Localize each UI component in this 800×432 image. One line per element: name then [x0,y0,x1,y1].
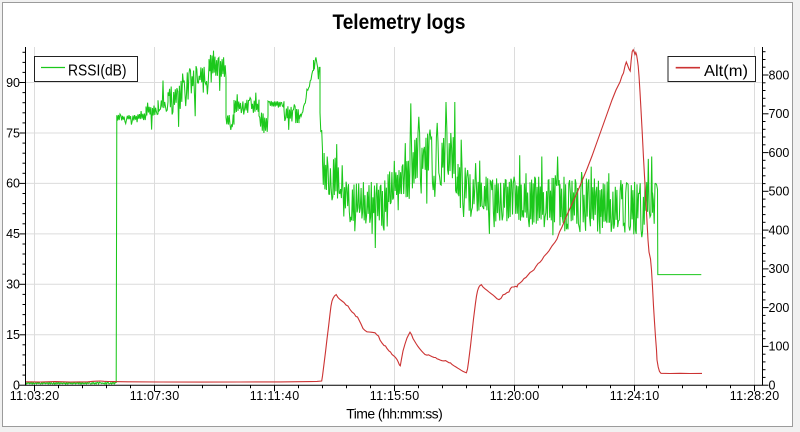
svg-text:15: 15 [6,328,20,342]
svg-text:Telemetry logs: Telemetry logs [333,11,466,34]
svg-text:0: 0 [13,379,20,393]
svg-text:Alt(m): Alt(m) [704,63,748,80]
svg-text:700: 700 [769,107,790,121]
svg-text:400: 400 [769,223,790,237]
svg-text:90: 90 [6,76,20,90]
svg-text:45: 45 [6,227,20,241]
svg-text:11:20:00: 11:20:00 [490,389,539,403]
svg-text:60: 60 [6,177,20,191]
svg-text:11:11:40: 11:11:40 [250,389,299,403]
svg-text:Time (hh:mm:ss): Time (hh:mm:ss) [346,406,443,422]
svg-text:11:28:20: 11:28:20 [730,389,779,403]
svg-text:11:24:10: 11:24:10 [610,389,659,403]
svg-text:800: 800 [769,68,790,82]
svg-text:75: 75 [6,126,20,140]
svg-text:11:07:30: 11:07:30 [130,389,179,403]
svg-text:300: 300 [769,262,790,276]
svg-text:600: 600 [769,146,790,160]
svg-text:RSSI(dB): RSSI(dB) [68,63,127,80]
svg-text:30: 30 [6,278,20,292]
svg-text:11:03:20: 11:03:20 [10,389,59,403]
svg-text:11:15:50: 11:15:50 [370,389,419,403]
svg-text:100: 100 [769,340,790,354]
svg-text:0: 0 [769,379,776,393]
svg-text:200: 200 [769,301,790,315]
svg-text:500: 500 [769,185,790,199]
